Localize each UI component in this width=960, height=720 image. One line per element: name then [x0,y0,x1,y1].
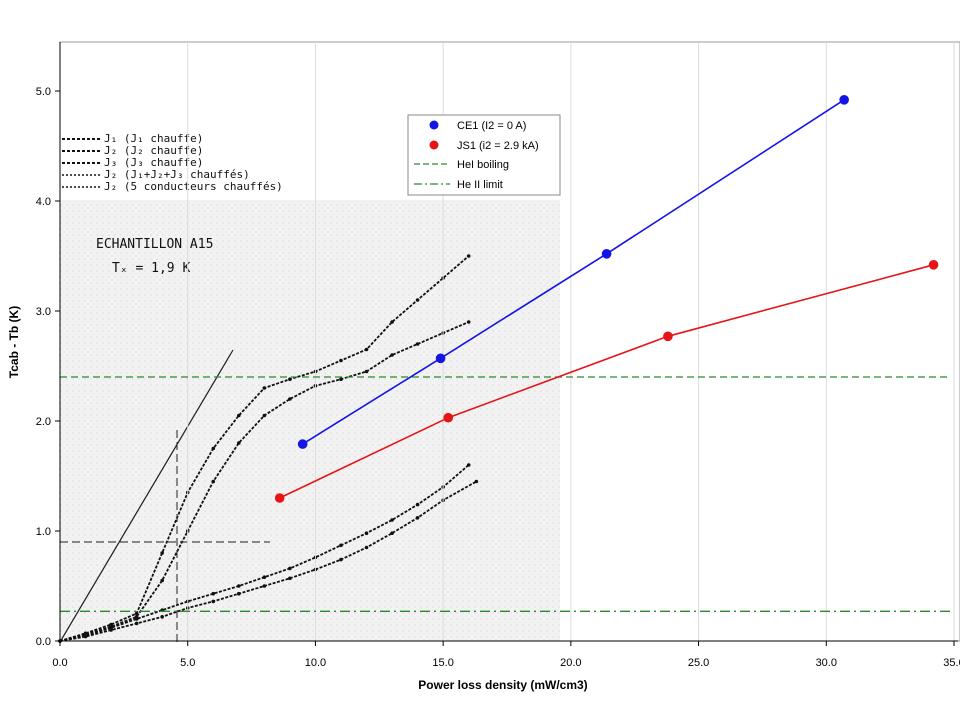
legend-marker-js1 [429,140,439,150]
scan-point [339,377,343,382]
scan-point [466,320,471,324]
scan-point [160,615,164,619]
reference-lines [60,376,950,612]
scan-point [237,413,241,418]
scan-point [288,566,292,571]
scan-point [474,479,479,484]
scan-sample-label: ECHANTILLON A15 [96,237,213,252]
y-tick-label: 5.0 [36,86,51,98]
scan-legend-item: J₃ (J₃ chauffe) [104,156,203,169]
y-tick-label: 2.0 [36,416,51,428]
scan-point [466,254,471,258]
scan-point [160,578,164,583]
scan-point [390,353,394,357]
vertical-gridlines [187,42,955,641]
series-line-0 [302,99,845,445]
y-tick-label: 4.0 [36,196,51,208]
x-tick-label: 0.0 [52,657,67,669]
scan-point [83,634,88,639]
x-tick-label: 35.0 [943,657,960,669]
scan-point [466,463,471,467]
scan-legend-item: J₂ (J₁+J₂+J₃ chauffés) [104,168,250,181]
scan-point [415,298,420,302]
scan-point [288,397,292,401]
y-tick-label: 0.0 [36,636,51,648]
scan-point [134,617,139,621]
scan-point [211,591,216,596]
data-point [663,331,673,342]
legend-label-heii: He II limit [457,179,503,191]
scan-point [415,516,420,520]
scan-point [134,621,139,626]
x-tick-label: 10.0 [305,657,326,669]
y-tick-label: 1.0 [36,526,51,538]
scan-legend-item: J₂ (J₂ chauffe) [104,144,203,157]
scan-legend: J₁ (J₁ chauffe) J₂ (J₂ chauffe) J₃ (J₃ c… [62,132,283,193]
scan-point [237,584,241,588]
x-tick-label: 30.0 [816,657,837,669]
scan-point [364,369,369,374]
data-point [928,260,939,270]
scan-point [415,342,420,346]
scan-point [262,575,267,579]
scan-point [364,545,369,550]
scan-background [60,200,560,641]
x-tick-label: 20.0 [560,657,581,669]
legend-label-ce1: CE1 (I2 = 0 A) [457,120,526,132]
scan-point [364,531,369,535]
scan-point [262,584,267,588]
data-point [839,95,849,105]
scan-point [339,557,343,562]
scan-guides [59,349,270,645]
scan-legend-item: J₂ (5 conducteurs chauffés) [104,180,283,193]
scan-point [364,347,369,352]
scan-point [288,576,292,581]
x-tick-label: 15.0 [432,657,453,669]
scan-point [390,531,394,535]
scan-point [211,599,216,604]
scan-point [415,502,420,507]
y-axis-title: Tcab - Tb (K) [7,306,21,378]
data-point [274,493,285,503]
scan-point [237,441,241,445]
scan-point [390,320,394,324]
scan-point [390,518,394,522]
series-line-1 [279,264,934,499]
scanned-figure-overlay: ECHANTILLON A15 Tₓ = 1,9 K J₁ (J₁ chauff… [58,132,560,645]
scan-legend-item: J₁ (J₁ chauffe) [104,132,203,145]
scan-point [288,377,292,382]
scan-point [211,479,216,484]
scan-point [237,591,241,596]
scan-point [339,358,343,363]
legend: CE1 (I2 = 0 A) JS1 (i2 = 2.9 kA) HeI boi… [407,114,561,196]
x-tick-label: 25.0 [688,657,709,669]
scan-point [109,628,113,632]
legend-label-hei: HeI boiling [457,159,509,171]
data-point [297,439,308,449]
scan-point [211,446,216,451]
scan-temperature-label: Tₓ = 1,9 K [112,261,190,276]
data-point [435,353,446,364]
scan-point [339,543,343,548]
legend-label-js1: JS1 (i2 = 2.9 kA) [457,140,539,152]
x-axis-title: Power loss density (mW/cm3) [418,678,587,692]
y-tick-label: 3.0 [36,306,51,318]
x-tick-label: 5.0 [180,657,195,669]
data-point [443,412,454,423]
axes: 0.0 5.0 10.0 15.0 20.0 25.0 30.0 35.0 0.0 1.0 2.0 3… [36,42,960,669]
data-series [274,95,939,503]
scan-point [262,386,267,390]
scanned-curves [58,254,479,643]
scan-point [262,413,267,418]
legend-marker-ce1 [429,120,439,130]
scan-point [160,551,164,555]
data-point [601,249,612,259]
